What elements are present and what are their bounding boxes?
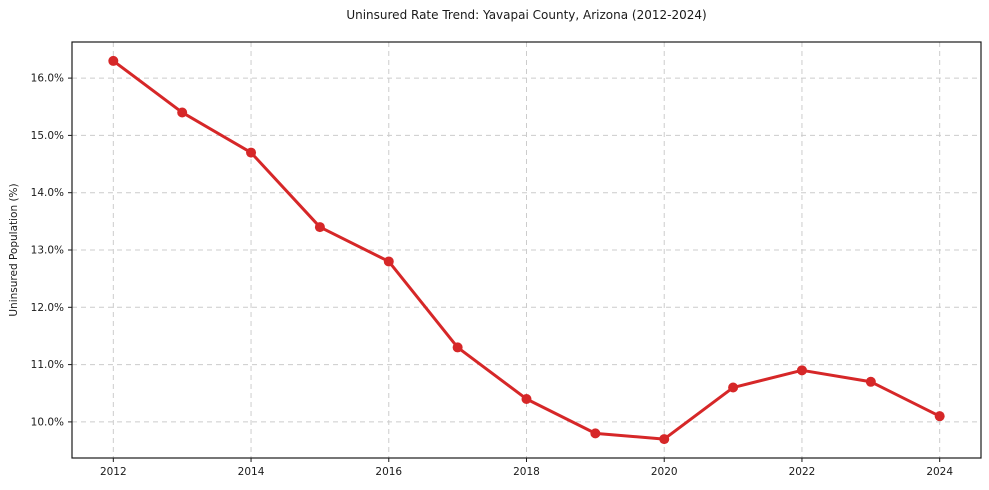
x-tick-label: 2012 <box>100 466 127 478</box>
y-tick-label: 15.0% <box>31 130 64 142</box>
data-point-marker <box>108 55 119 66</box>
y-tick-label: 13.0% <box>31 245 64 257</box>
data-point-marker <box>659 434 670 445</box>
data-point-marker <box>728 382 739 393</box>
data-point-marker <box>452 342 463 353</box>
x-tick-label: 2022 <box>789 466 816 478</box>
data-point-marker <box>796 365 807 376</box>
x-tick-label: 2024 <box>926 466 953 478</box>
x-tick-label: 2018 <box>513 466 540 478</box>
data-point-marker <box>934 411 945 422</box>
y-tick-label: 12.0% <box>31 302 64 314</box>
y-tick-label: 14.0% <box>31 187 64 199</box>
data-point-marker <box>177 107 188 118</box>
y-tick-label: 11.0% <box>31 359 64 371</box>
data-point-marker <box>865 376 876 387</box>
y-tick-label: 16.0% <box>31 73 64 85</box>
data-point-marker <box>314 222 325 233</box>
y-tick-label: 10.0% <box>31 416 64 428</box>
chart-title: Uninsured Rate Trend: Yavapai County, Ar… <box>346 8 707 22</box>
x-tick-label: 2020 <box>651 466 678 478</box>
data-point-marker <box>521 393 532 404</box>
data-point-marker <box>383 256 394 267</box>
x-tick-label: 2014 <box>238 466 265 478</box>
y-axis-label: Uninsured Population (%) <box>8 183 20 317</box>
data-point-marker <box>246 147 257 158</box>
x-tick-label: 2016 <box>375 466 402 478</box>
data-point-marker <box>590 428 601 439</box>
